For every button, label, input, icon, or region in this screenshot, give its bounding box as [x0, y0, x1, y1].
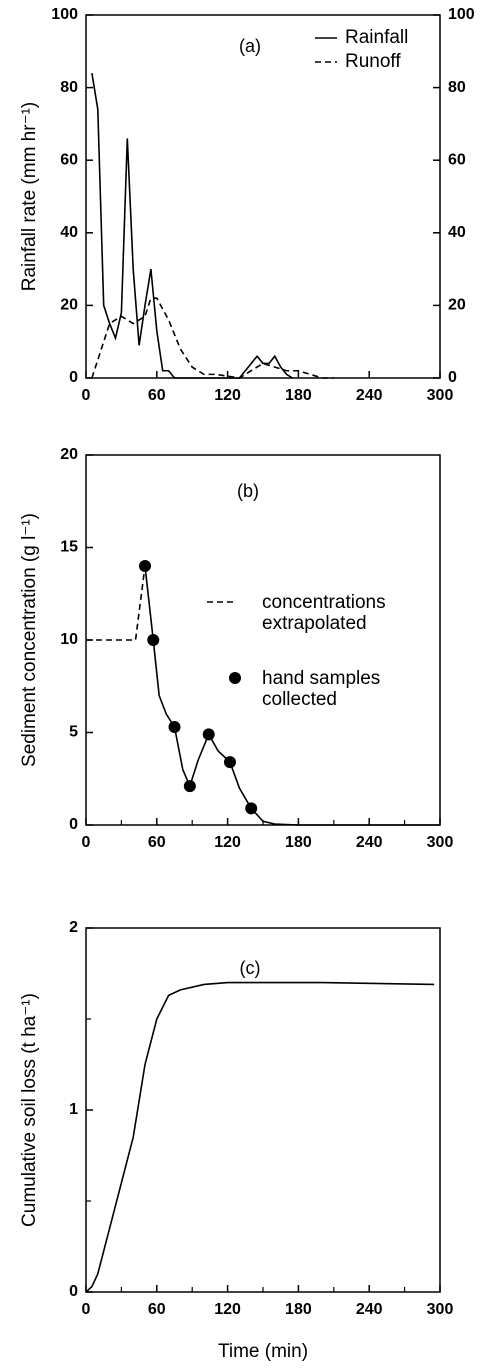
x-tick-label: 300: [427, 834, 454, 851]
sample-point: [183, 780, 196, 793]
x-tick-label: 60: [148, 1301, 166, 1318]
x-tick-label: 60: [148, 834, 166, 851]
panel-title: (a): [239, 36, 261, 56]
x-tick-label: 0: [82, 1301, 91, 1318]
dashed-line: [91, 297, 334, 379]
sample-point: [139, 560, 151, 572]
y-tick-label: 0: [69, 369, 78, 386]
sample-point: [168, 720, 181, 733]
y2-tick-label: 40: [448, 224, 466, 241]
panel-title: (c): [240, 958, 261, 978]
y-tick-label: 20: [60, 446, 78, 463]
x-tick-label: 300: [427, 387, 454, 404]
panel-title: (b): [237, 481, 259, 501]
sample-point: [245, 802, 258, 815]
y-tick-label: 15: [60, 539, 78, 556]
x-tick-label: 180: [285, 834, 312, 851]
y2-tick-label: 0: [448, 369, 457, 386]
y-tick-label: 2: [69, 919, 78, 936]
y2-tick-label: 100: [448, 6, 475, 23]
sample-point: [202, 728, 215, 741]
plot-frame: [85, 454, 441, 826]
x-tick-label: 120: [214, 834, 241, 851]
y2-tick-label: 60: [448, 151, 466, 168]
y-tick-label: 10: [60, 631, 78, 648]
legend-swatch: [229, 672, 241, 684]
legend-label: concentrations extrapolated: [262, 592, 386, 634]
line: [91, 72, 293, 379]
y2-tick-label: 20: [448, 297, 466, 314]
x-axis-label: Time (min): [218, 1341, 308, 1362]
x-tick-label: 240: [356, 387, 383, 404]
line: [85, 981, 435, 1293]
y-tick-label: 5: [69, 724, 78, 741]
x-tick-label: 60: [148, 387, 166, 404]
x-tick-label: 180: [285, 1301, 312, 1318]
x-tick-label: 180: [285, 387, 312, 404]
x-tick-label: 120: [214, 1301, 241, 1318]
sample-point: [223, 756, 236, 769]
y-axis-label: Sediment concentration (g l⁻¹): [19, 513, 40, 767]
y-tick-label: 20: [60, 297, 78, 314]
y-axis-label: Rainfall rate (mm hr⁻¹): [19, 102, 40, 292]
x-tick-label: 0: [82, 387, 91, 404]
y-tick-label: 1: [69, 1101, 78, 1118]
y2-tick-label: 80: [448, 79, 466, 96]
x-tick-label: 120: [214, 387, 241, 404]
legend-label: hand samples collected: [262, 668, 381, 710]
y-tick-label: 100: [51, 6, 78, 23]
x-tick-label: 240: [356, 834, 383, 851]
x-tick-label: 300: [427, 1301, 454, 1318]
plot-frame: [85, 14, 441, 379]
x-tick-label: 240: [356, 1301, 383, 1318]
y-axis-label: Cumulative soil loss (t ha⁻¹): [19, 993, 40, 1227]
sample-point: [147, 634, 160, 646]
dashed-line: [86, 565, 146, 641]
y-tick-label: 0: [69, 816, 78, 833]
y-tick-label: 0: [69, 1283, 78, 1300]
y-tick-label: 40: [60, 224, 78, 241]
y-tick-label: 80: [60, 79, 78, 96]
x-tick-label: 0: [82, 834, 91, 851]
legend-label: Rainfall: [345, 27, 408, 48]
y-tick-label: 60: [60, 151, 78, 168]
legend-label: Runoff: [345, 51, 401, 72]
